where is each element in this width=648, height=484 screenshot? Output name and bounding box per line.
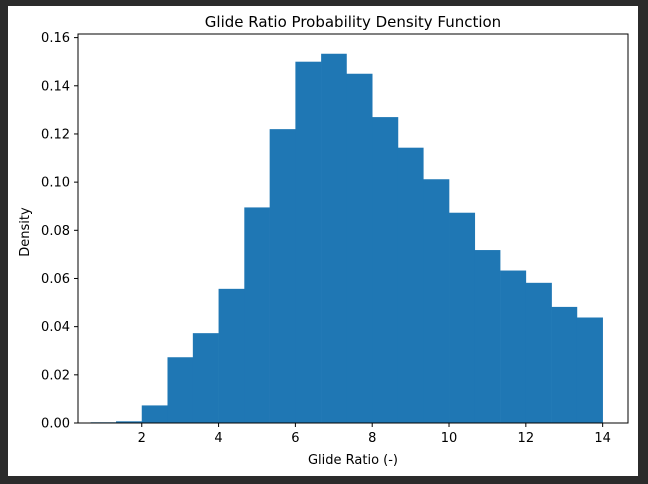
histogram-bar xyxy=(551,306,578,423)
x-tick-label: 8 xyxy=(368,431,376,446)
histogram-bars xyxy=(90,53,603,424)
x-tick-label: 4 xyxy=(214,431,222,446)
x-tick-label: 12 xyxy=(518,431,535,446)
y-tick-label: 0.06 xyxy=(41,272,70,287)
y-tick-label: 0.00 xyxy=(41,417,70,432)
histogram-bar xyxy=(295,61,322,423)
x-axis-label: Glide Ratio (-) xyxy=(308,453,398,468)
histogram-bar xyxy=(474,250,501,423)
chart-title: Glide Ratio Probability Density Function xyxy=(205,13,501,31)
histogram-bar xyxy=(525,282,552,423)
x-tick-label: 14 xyxy=(594,431,611,446)
histogram-bar xyxy=(269,129,296,424)
histogram-bar xyxy=(500,270,527,423)
histogram-bar xyxy=(449,212,476,423)
x-tick-label: 6 xyxy=(291,431,299,446)
x-axis-ticks: 2 4 6 8 10 12 14 xyxy=(138,423,611,446)
histogram-bar xyxy=(372,117,399,424)
plot-frame xyxy=(77,33,629,424)
histogram-bar xyxy=(192,333,219,423)
histogram-bar xyxy=(116,421,143,423)
y-tick-label: 0.02 xyxy=(41,368,70,383)
y-tick-label: 0.16 xyxy=(41,31,70,46)
histogram-bar xyxy=(346,73,373,423)
y-axis-ticks: 0.00 0.02 0.04 0.06 0.08 0.10 0.12 0.14 0.16 xyxy=(41,31,78,432)
histogram-bar xyxy=(423,179,450,423)
histogram-bar xyxy=(397,147,424,424)
x-tick-label: 10 xyxy=(441,431,458,446)
histogram-bar xyxy=(167,357,194,423)
y-tick-label: 0.14 xyxy=(41,79,70,94)
histogram-bar xyxy=(244,207,270,423)
histogram-bar xyxy=(321,53,347,423)
x-tick-label: 2 xyxy=(138,431,146,446)
y-axis-label: Density xyxy=(18,207,33,257)
y-tick-label: 0.12 xyxy=(41,127,70,142)
histogram-bar xyxy=(141,405,168,423)
histogram-bar xyxy=(576,317,603,423)
y-tick-label: 0.10 xyxy=(41,176,70,191)
histogram-bar xyxy=(218,288,245,423)
y-tick-label: 0.08 xyxy=(41,224,70,239)
y-tick-label: 0.04 xyxy=(41,320,70,335)
